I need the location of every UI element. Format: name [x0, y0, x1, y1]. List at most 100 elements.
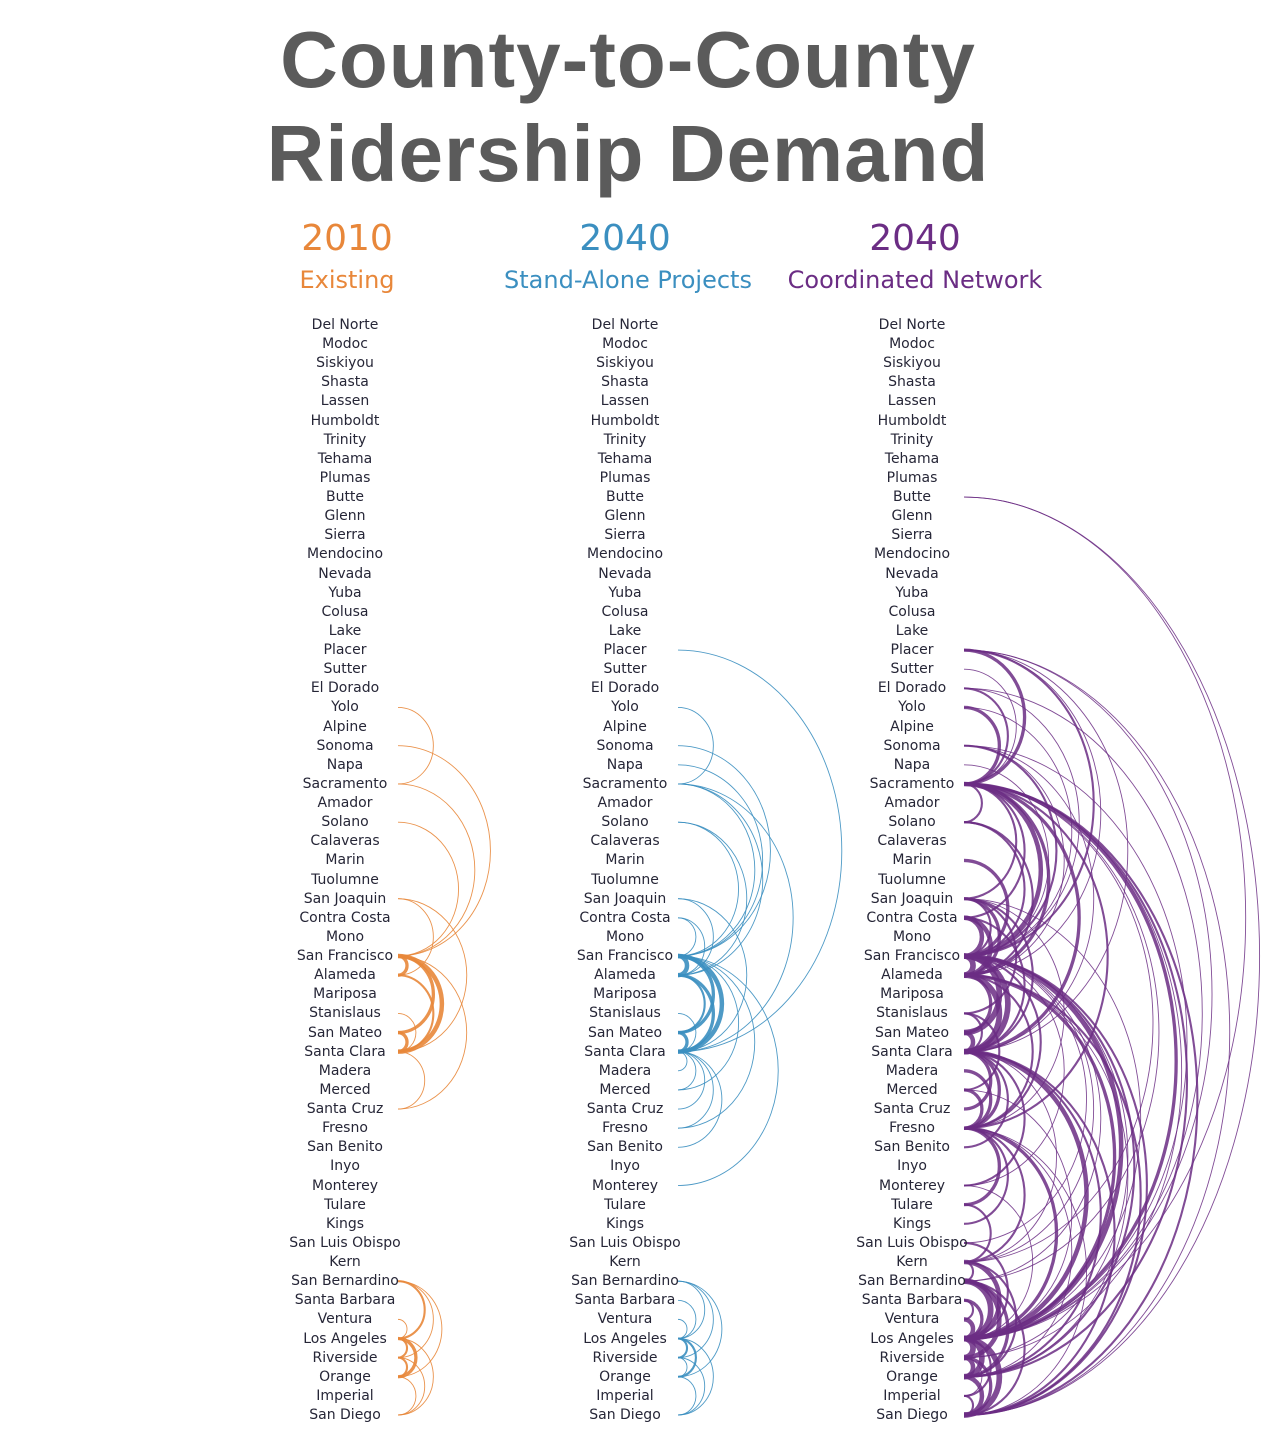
ridership-arc	[397, 955, 468, 1110]
county-label: Colusa	[321, 603, 369, 620]
county-label: Mono	[892, 928, 932, 945]
county-label: Santa Cruz	[306, 1101, 384, 1118]
county-label: Lake	[895, 622, 929, 639]
county-label: Solano	[601, 814, 649, 831]
panel-2010-subtitle: Existing	[299, 266, 395, 294]
county-label: Placer	[890, 642, 934, 659]
county-label: Alpine	[323, 718, 367, 735]
county-label: Orange	[599, 1368, 651, 1385]
panel-standalone-year: 2040	[579, 218, 671, 259]
county-label: San Bernardino	[858, 1273, 966, 1290]
county-label: Solano	[321, 814, 369, 831]
county-label: Sutter	[603, 661, 647, 678]
ridership-arc	[963, 687, 1080, 957]
ridership-arc	[963, 1127, 1026, 1264]
county-label: Mono	[605, 928, 645, 945]
county-label: Stanislaus	[309, 1005, 381, 1022]
county-label: Santa Barbara	[574, 1292, 676, 1309]
ridership-arc	[677, 783, 764, 976]
county-label: Placer	[323, 642, 367, 659]
ridership-arc	[963, 782, 983, 824]
county-label: Tehama	[597, 450, 653, 467]
ridership-arc	[963, 1185, 1033, 1339]
county-label: Trinity	[890, 431, 934, 448]
county-label: Santa Clara	[304, 1043, 386, 1060]
county-label: Yolo	[611, 699, 639, 716]
county-label: Merced	[886, 1081, 938, 1098]
county-label: Lake	[608, 622, 642, 639]
ridership-arc	[963, 783, 1154, 1263]
county-label: Santa Barbara	[861, 1292, 963, 1309]
county-label: Amador	[884, 795, 940, 812]
county-label: Kern	[329, 1254, 361, 1271]
county-label: Tulare	[604, 1196, 646, 1213]
county-label: Contra Costa	[579, 909, 671, 926]
county-label: Yolo	[331, 699, 359, 716]
county-label: Kern	[896, 1254, 928, 1271]
county-label: El Dorado	[590, 680, 660, 697]
ridership-arc	[397, 1338, 434, 1416]
ridership-arc	[397, 821, 459, 957]
ridership-arc	[677, 917, 705, 976]
ridership-arc	[677, 783, 756, 957]
county-label: Stanislaus	[876, 1005, 948, 1022]
county-label: Lassen	[600, 393, 650, 410]
county-label: Sacramento	[582, 775, 668, 792]
ridership-arc	[397, 745, 491, 957]
county-label: Tehama	[884, 450, 940, 467]
county-label: Santa Clara	[584, 1043, 666, 1060]
county-label: Sonoma	[596, 737, 654, 754]
county-label: Sutter	[323, 661, 367, 678]
ridership-arc	[677, 1299, 697, 1339]
ridership-arc	[397, 1280, 426, 1340]
county-label: Tuolumne	[591, 871, 659, 888]
ridership-arc	[397, 1280, 442, 1378]
county-label: Alpine	[603, 718, 647, 735]
ridership-arc	[677, 707, 714, 785]
ridership-arc	[397, 783, 476, 957]
county-label: Fresno	[322, 1120, 368, 1137]
panel-coordinated-year: 2040	[869, 218, 961, 259]
ridership-arc	[963, 1012, 1001, 1091]
ridership-arc	[963, 705, 1001, 786]
county-label: Orange	[886, 1368, 938, 1385]
county-label: San Diego	[309, 1407, 381, 1423]
county-label: Tehama	[317, 450, 373, 467]
county-label: Solano	[888, 814, 936, 831]
ridership-arc	[677, 1376, 697, 1416]
county-label: Yuba	[328, 584, 362, 601]
county-label: Glenn	[891, 508, 933, 525]
county-label: Trinity	[603, 431, 647, 448]
ridership-arc	[963, 1278, 994, 1342]
county-label: Madera	[598, 1062, 652, 1079]
ridership-arc	[397, 1357, 426, 1416]
county-label: Alpine	[890, 718, 934, 735]
county-label: Del Norte	[878, 317, 946, 333]
ridership-arc	[677, 783, 794, 1053]
county-label: Imperial	[596, 1387, 654, 1404]
ridership-arc	[963, 782, 1178, 1341]
county-label: Amador	[317, 795, 373, 812]
ridership-arc	[677, 955, 756, 1129]
county-label: San Bernardino	[291, 1273, 399, 1290]
county-label: Humboldt	[877, 412, 947, 429]
county-label: Shasta	[321, 374, 369, 391]
county-label: Sonoma	[883, 737, 941, 754]
county-label: Tuolumne	[311, 871, 379, 888]
county-label: Nevada	[318, 565, 372, 582]
county-label: Inyo	[610, 1158, 640, 1175]
county-label: Calaveras	[310, 833, 380, 850]
ridership-arc	[963, 782, 1199, 1417]
ridership-arc	[963, 1203, 992, 1264]
county-label: San Francisco	[296, 948, 394, 965]
county-label: Marin	[605, 852, 645, 869]
ridership-arc	[677, 1318, 688, 1339]
ridership-arc	[397, 707, 434, 785]
county-label: Butte	[325, 489, 365, 506]
county-label: Lassen	[320, 393, 370, 410]
ridership-arc	[963, 782, 1081, 1054]
county-label: Butte	[605, 489, 645, 506]
ridership-arc	[677, 898, 748, 1053]
county-label: Kings	[892, 1215, 932, 1232]
county-label: Ventura	[597, 1311, 653, 1328]
